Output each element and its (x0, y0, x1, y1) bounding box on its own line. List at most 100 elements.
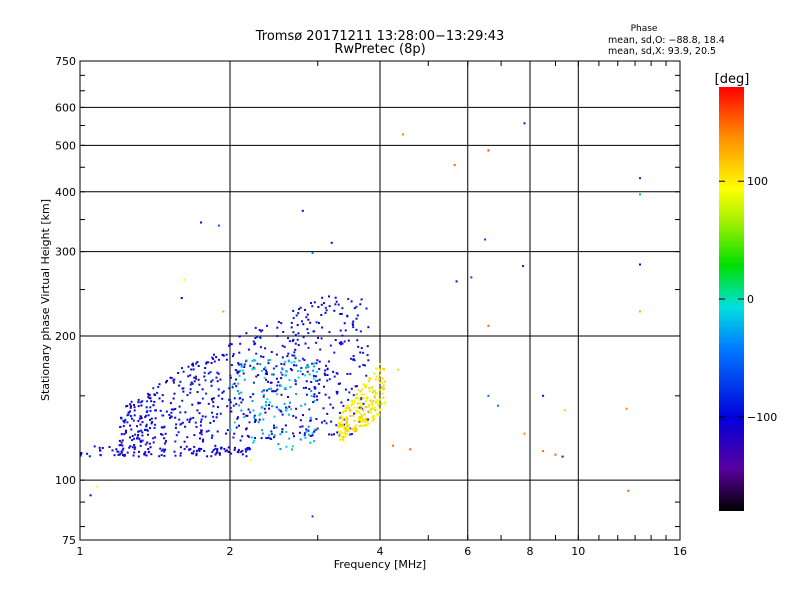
cluster-point (193, 434, 196, 437)
cluster-point (213, 353, 215, 356)
cluster-point (228, 387, 231, 390)
cluster-point (233, 397, 236, 400)
cluster-point (380, 386, 383, 389)
cluster-point (123, 453, 126, 456)
cluster-point (375, 401, 378, 404)
cluster-point (239, 342, 242, 345)
cluster-point (190, 452, 193, 455)
cluster-point (189, 388, 192, 391)
cluster-point (272, 367, 275, 370)
cluster-point (152, 387, 155, 390)
cluster-point (129, 445, 132, 448)
cluster-point (295, 407, 298, 410)
cluster-point (301, 425, 304, 428)
cluster-point (124, 418, 127, 421)
cluster-point (341, 425, 344, 428)
cluster-point (305, 380, 308, 383)
cluster-point (313, 395, 316, 398)
cluster-point (373, 372, 375, 375)
cluster-point (245, 360, 248, 363)
cluster-point (276, 388, 279, 391)
data-point (301, 209, 304, 212)
cluster-point (181, 421, 184, 424)
cluster-point (361, 388, 364, 391)
cluster-point (122, 425, 125, 428)
cluster-point (301, 357, 304, 360)
cluster-point (136, 425, 138, 428)
cluster-point (339, 343, 342, 346)
cluster-point (330, 420, 333, 423)
cluster-point (292, 309, 295, 312)
cluster-point (115, 448, 118, 451)
cluster-point (368, 380, 370, 383)
cluster-point (232, 404, 235, 407)
cluster-point (357, 345, 360, 348)
cluster-point (309, 435, 312, 437)
cluster-point (253, 359, 255, 362)
cluster-point (170, 377, 173, 379)
cluster-point (131, 439, 134, 442)
cluster-point (229, 406, 232, 409)
cluster-point (365, 397, 368, 400)
cluster-point (299, 438, 302, 441)
cluster-point (355, 305, 358, 308)
cluster-point (132, 454, 135, 457)
cluster-point (340, 424, 343, 427)
cluster-point (158, 397, 161, 400)
cluster-point (271, 390, 274, 393)
cluster-point (313, 440, 316, 443)
cluster-point (315, 418, 318, 420)
cluster-point (134, 446, 137, 449)
cluster-point (300, 404, 303, 407)
cluster-point (307, 332, 310, 335)
data-point (89, 494, 92, 497)
cluster-point (253, 367, 256, 370)
cluster-point (203, 371, 206, 374)
cluster-point (228, 344, 230, 347)
chart-title: Tromsø 20171211 13:28:00−13:29:43 (255, 29, 505, 44)
cluster-point (283, 363, 286, 366)
cluster-point (358, 365, 361, 368)
cluster-point (277, 381, 280, 384)
cluster-point (379, 369, 382, 372)
cluster-point (131, 446, 134, 449)
cluster-point (328, 305, 331, 308)
data-point (487, 149, 490, 152)
cluster-point (338, 422, 341, 424)
cluster-point (217, 358, 220, 361)
cluster-point (164, 432, 167, 435)
cluster-point (340, 420, 343, 423)
cluster-point (365, 374, 368, 377)
cluster-point (346, 418, 349, 421)
cluster-point (338, 411, 341, 414)
cluster-point (217, 394, 220, 397)
cluster-point (292, 415, 295, 417)
cluster-point (362, 383, 365, 386)
cluster-point (333, 351, 336, 354)
cluster-point (363, 413, 366, 416)
cluster-point (239, 439, 242, 442)
cluster-point (338, 431, 341, 434)
cluster-point (252, 409, 255, 412)
cluster-point (229, 398, 231, 401)
cluster-point (304, 308, 306, 311)
cluster-point (367, 422, 370, 425)
cluster-point (344, 409, 347, 412)
cluster-point (307, 429, 310, 432)
cluster-point (254, 326, 257, 329)
cluster-point (365, 307, 368, 310)
cluster-point (328, 378, 331, 381)
cluster-point (359, 416, 362, 419)
cluster-point (362, 418, 365, 421)
cluster-point (238, 404, 241, 407)
cluster-point (163, 450, 166, 453)
cluster-point (161, 433, 164, 436)
cluster-point (382, 396, 385, 399)
data-point (183, 278, 186, 281)
cluster-point (275, 365, 278, 368)
cluster-point (138, 437, 141, 440)
cluster-point (165, 410, 168, 413)
cluster-point (335, 372, 338, 375)
cluster-point (201, 397, 204, 400)
cluster-point (343, 435, 346, 438)
